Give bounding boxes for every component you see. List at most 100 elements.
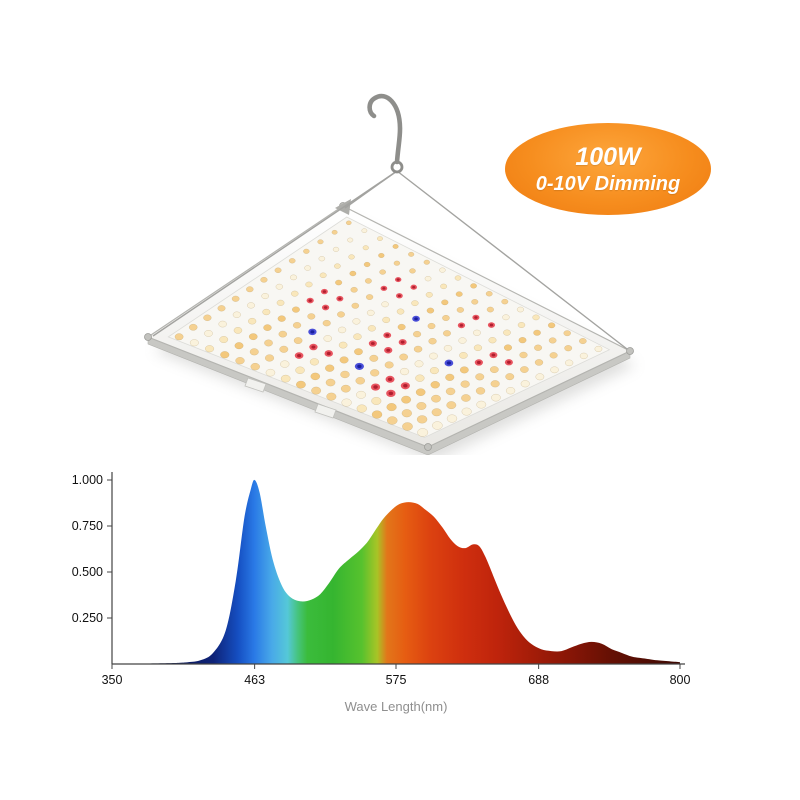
led-dot bbox=[431, 408, 442, 417]
led-dot bbox=[326, 392, 337, 401]
led-dot bbox=[248, 317, 257, 325]
led-dot bbox=[219, 336, 229, 344]
hanging-wire bbox=[152, 170, 398, 337]
led-dot bbox=[351, 302, 360, 309]
led-dot bbox=[352, 318, 361, 325]
led-dot bbox=[519, 351, 528, 359]
led-dot bbox=[348, 254, 355, 260]
power-badge: 100W 0-10V Dimming bbox=[505, 123, 711, 215]
led-dot bbox=[430, 381, 440, 389]
led-dot bbox=[279, 345, 289, 353]
led-dot bbox=[428, 337, 437, 345]
led-dot-red-core bbox=[386, 348, 391, 352]
led-dot bbox=[275, 283, 284, 290]
led-dot bbox=[461, 407, 472, 416]
led-dot bbox=[579, 352, 588, 360]
led-dot bbox=[349, 270, 357, 277]
led-dot bbox=[341, 398, 352, 407]
led-dot bbox=[446, 414, 458, 423]
led-dot bbox=[231, 295, 240, 302]
led-dot bbox=[371, 396, 382, 405]
led-dot bbox=[290, 290, 299, 297]
led-dot bbox=[246, 286, 254, 293]
led-dot bbox=[288, 258, 296, 264]
led-dot bbox=[369, 354, 379, 362]
led-dot bbox=[429, 352, 438, 360]
led-dot-red-core bbox=[385, 333, 390, 337]
led-dot bbox=[517, 322, 526, 328]
led-dot bbox=[520, 366, 529, 373]
led-dot bbox=[277, 315, 286, 322]
led-dot bbox=[291, 306, 300, 313]
led-dot bbox=[488, 337, 497, 344]
led-dot-red-core bbox=[323, 306, 328, 309]
led-dot bbox=[485, 291, 493, 297]
led-dot-red-core bbox=[489, 323, 494, 327]
led-dot-red-core bbox=[326, 351, 331, 356]
led-dot-red-core bbox=[338, 297, 342, 300]
led-dot bbox=[425, 291, 433, 298]
led-dot bbox=[340, 370, 350, 379]
led-dot bbox=[331, 229, 338, 235]
led-dot-red-core bbox=[403, 384, 408, 388]
led-dot bbox=[411, 300, 419, 307]
led-dot bbox=[454, 275, 462, 281]
x-axis-title: Wave Length(nm) bbox=[345, 699, 448, 714]
led-dot-red-core bbox=[373, 385, 378, 389]
led-dot bbox=[408, 251, 415, 257]
led-dot bbox=[399, 353, 409, 361]
led-dot bbox=[402, 422, 413, 431]
led-dot bbox=[203, 314, 212, 322]
led-dot bbox=[280, 360, 290, 368]
led-dot bbox=[456, 306, 465, 313]
led-dot bbox=[534, 344, 543, 351]
led-dot bbox=[356, 390, 367, 399]
led-dot-red-core bbox=[474, 316, 478, 319]
led-dot-red-core bbox=[459, 323, 464, 327]
led-dot bbox=[476, 400, 487, 409]
led-dot-red-core bbox=[491, 353, 496, 357]
led-dot bbox=[249, 348, 259, 356]
led-dot-blue-core bbox=[357, 364, 362, 369]
led-dot-blue-core bbox=[446, 361, 451, 365]
led-dot bbox=[516, 306, 524, 313]
led-dot bbox=[461, 394, 471, 402]
led-dot bbox=[445, 373, 455, 381]
led-dot bbox=[505, 387, 516, 395]
led-dot bbox=[475, 387, 486, 395]
led-dot bbox=[396, 308, 405, 315]
led-dot bbox=[416, 415, 428, 424]
led-dot-red-core bbox=[370, 341, 375, 346]
led-dot bbox=[355, 376, 366, 385]
led-dot bbox=[218, 320, 227, 328]
y-tick-label: 0.500 bbox=[72, 565, 103, 579]
led-dot bbox=[503, 344, 513, 351]
led-dot bbox=[401, 409, 413, 418]
led-dot bbox=[365, 294, 374, 300]
led-dot bbox=[471, 298, 479, 305]
mount-clip bbox=[314, 403, 337, 419]
led-dot-red-core bbox=[387, 377, 393, 382]
led-dot bbox=[304, 265, 312, 271]
hanging-hook bbox=[367, 93, 403, 165]
led-dot bbox=[416, 401, 427, 410]
led-dot-red-core bbox=[297, 353, 302, 358]
led-dot bbox=[427, 322, 436, 330]
led-dot bbox=[371, 410, 383, 419]
led-dot-red-core bbox=[388, 391, 394, 396]
led-dot bbox=[264, 354, 275, 362]
led-dot bbox=[318, 256, 326, 262]
led-dot bbox=[276, 299, 285, 306]
led-dot bbox=[579, 338, 587, 345]
led-dot bbox=[353, 333, 362, 341]
led-dot bbox=[439, 267, 446, 273]
led-dot bbox=[292, 321, 302, 329]
led-dot-red-core bbox=[506, 360, 511, 364]
led-dot bbox=[363, 261, 371, 268]
x-tick-label: 800 bbox=[670, 673, 691, 687]
led-dot-red-core bbox=[382, 287, 386, 290]
led-dot bbox=[399, 367, 410, 376]
led-dot bbox=[459, 351, 468, 359]
corner-bracket bbox=[144, 333, 152, 341]
x-tick-label: 463 bbox=[244, 673, 265, 687]
